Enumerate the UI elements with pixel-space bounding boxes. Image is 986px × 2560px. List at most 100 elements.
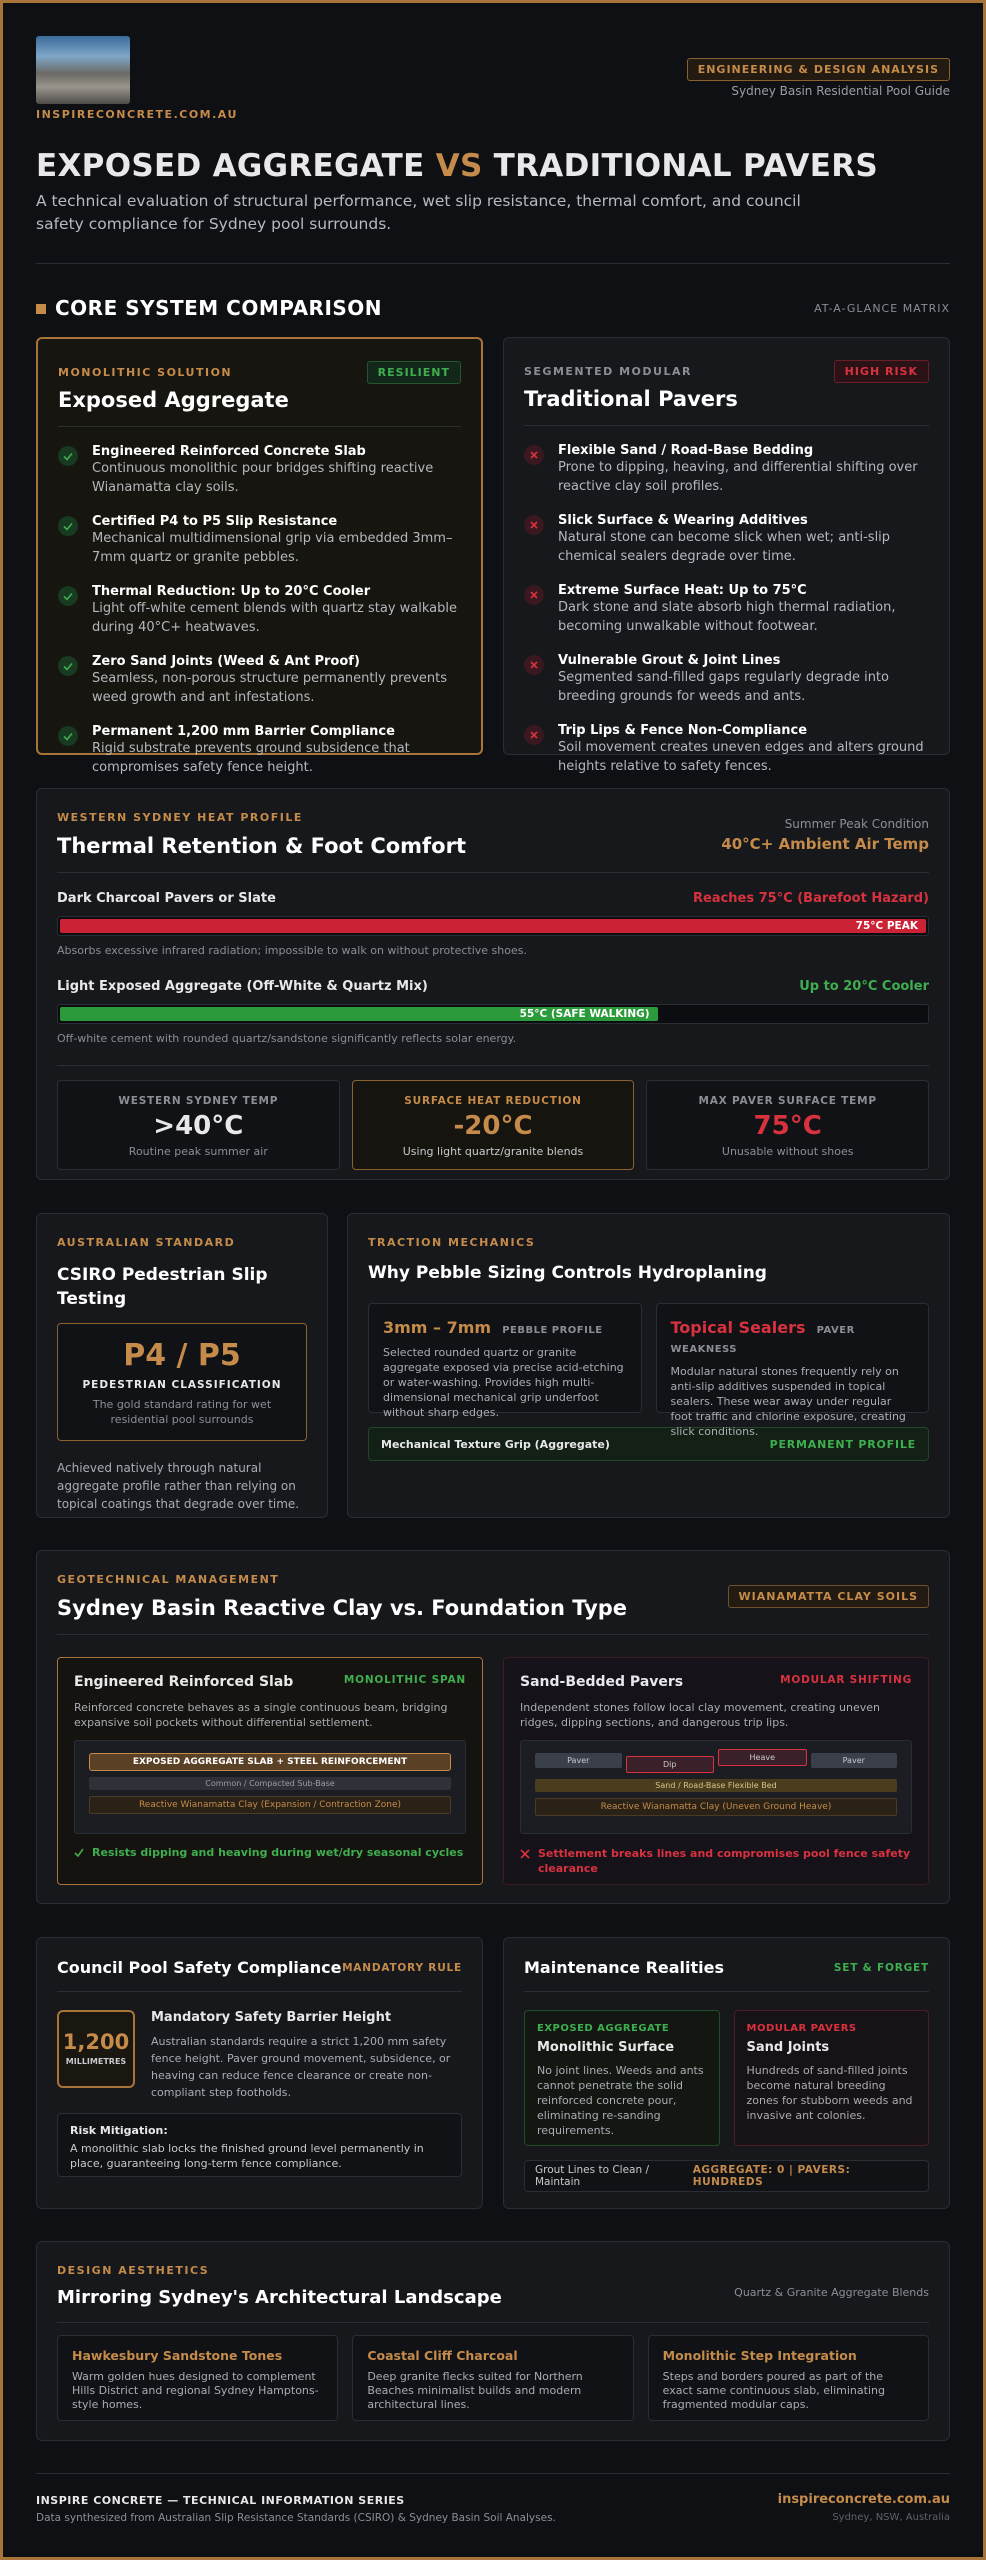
text: Common / Compacted Sub-Base bbox=[89, 1777, 451, 1790]
check-icon bbox=[58, 726, 78, 746]
text: Mandatory Safety Barrier Height bbox=[151, 2010, 392, 2025]
cross-icon bbox=[520, 1849, 530, 1859]
text: EXPOSED AGGREGATE SLAB + STEEL REINFORCE… bbox=[89, 1753, 451, 1771]
text: No joint lines. Weeds and ants cannot pe… bbox=[537, 2064, 704, 2137]
bar-track: 55°C (SAFE WALKING) bbox=[57, 1004, 929, 1024]
text: P4 / P5 bbox=[123, 1338, 241, 1373]
it-text: Natural stone can become slick when wet;… bbox=[558, 530, 891, 564]
text: WESTERN SYDNEY TEMP bbox=[118, 1095, 279, 1107]
box: Engineered Reinforced Slab MONOLITHIC SPA… bbox=[74, 1674, 466, 1690]
text: Hundreds of sand-filled joints become na… bbox=[746, 2064, 913, 2122]
text: Modular natural stones frequently rely o… bbox=[670, 1365, 906, 1438]
text: Risk Mitigation: bbox=[70, 2124, 168, 2137]
text: SURFACE HEAT REDUCTION bbox=[404, 1095, 582, 1107]
box: Hawkesbury Sandstone Tones Warm golden h… bbox=[57, 2335, 929, 2421]
title-part: EXPOSED AGGREGATE bbox=[36, 148, 425, 184]
text: Absorbs excessive infrared radiation; im… bbox=[57, 944, 527, 957]
info-box: Topical Sealers PAVER WEAKNESS Modular n… bbox=[655, 1303, 929, 1438]
text: 3mm – 7mm bbox=[383, 1318, 492, 1337]
maint-bar: Grout Lines to Clean / Maintain AGGREGATE… bbox=[524, 2160, 929, 2192]
text: 75°C bbox=[753, 1111, 822, 1141]
text: Routine peak summer air bbox=[128, 1145, 268, 1158]
design-card: DESIGN AESTHETICS Mirroring Sydney's Arc… bbox=[36, 2241, 950, 2441]
box: Topical Sealers PAVER WEAKNESS bbox=[671, 1318, 915, 1356]
footer-location: Sydney, NSW, Australia bbox=[832, 2512, 950, 2523]
box: Resists dipping and heaving during wet/d… bbox=[74, 1846, 466, 1859]
hero-subtitle: A technical evaluation of structural per… bbox=[36, 192, 801, 233]
box: EXPOSED AGGREGATE Monolithic Surface No … bbox=[524, 2010, 929, 2146]
bar-fill: 75°C PEAK bbox=[60, 919, 926, 933]
text: Monolithic Surface bbox=[537, 2040, 675, 2055]
box bbox=[57, 1634, 929, 1635]
it-text: Seamless, non-porous structure permanent… bbox=[92, 671, 448, 705]
section-marker bbox=[36, 304, 46, 314]
it-title: Slick Surface & Wearing Additives bbox=[558, 513, 808, 528]
box bbox=[57, 1991, 462, 1992]
it-title: Flexible Sand / Road-Base Bedding bbox=[558, 443, 814, 458]
list-item: Zero Sand Joints (Weed & Ant Proof) Seaml… bbox=[58, 654, 461, 707]
it-title: Certified P4 to P5 Slip Resistance bbox=[92, 514, 338, 529]
box bbox=[524, 1991, 929, 1992]
list-item: Certified P4 to P5 Slip Resistance Mechan… bbox=[58, 514, 461, 567]
it-text: Dark stone and slate absorb high thermal… bbox=[558, 600, 896, 634]
text: Off-white cement with rounded quartz/san… bbox=[57, 1032, 517, 1045]
number-box: 1,200 MILLIMETRES bbox=[57, 2010, 135, 2088]
box bbox=[36, 263, 950, 264]
box bbox=[58, 426, 461, 427]
text: Selected rounded quartz or granite aggre… bbox=[383, 1346, 624, 1419]
text: Independent stones follow local clay mov… bbox=[520, 1701, 880, 1729]
logo-text: INSPIRECONCRETE.COM.AU bbox=[36, 108, 238, 121]
list-item: Thermal Reduction: Up to 20°C Cooler Ligh… bbox=[58, 584, 461, 637]
box: Permanent 1,200 mm Barrier Compliance Rig… bbox=[92, 724, 461, 777]
council-card: Council Pool Safety Compliance MANDATORY … bbox=[36, 1937, 483, 2209]
text: MAX PAVER SURFACE TEMP bbox=[698, 1095, 877, 1107]
list-item: Trip Lips & Fence Non-Compliance Soil mov… bbox=[524, 723, 929, 776]
text: Coastal Cliff Charcoal bbox=[367, 2348, 518, 2363]
text: Sand Joints bbox=[746, 2040, 830, 2055]
list-item: Flexible Sand / Road-Base Bedding Prone t… bbox=[524, 443, 929, 496]
text: Mirroring Sydney's Architectural Landsca… bbox=[57, 2287, 502, 2308]
text: MONOLITHIC SOLUTION bbox=[58, 366, 233, 379]
text: MODULAR PAVERS bbox=[746, 2023, 857, 2034]
text: 40°C+ Ambient Air Temp bbox=[721, 835, 929, 853]
box: WESTERN SYDNEY TEMP >40°C Routine peak s… bbox=[57, 1080, 930, 1170]
design-item: Monolithic Step Integration Steps and bo… bbox=[647, 2335, 929, 2421]
box: Council Pool Safety Compliance MANDATORY … bbox=[57, 1958, 462, 1977]
title-part: TRADITIONAL PAVERS bbox=[493, 148, 878, 184]
box: Mandatory Safety Barrier Height Australi… bbox=[151, 2010, 462, 2101]
text: Warm golden hues designed to complement … bbox=[72, 2370, 319, 2411]
text: Mechanical Texture Grip (Aggregate) bbox=[381, 1437, 610, 1451]
text: Summer Peak Condition bbox=[784, 817, 929, 831]
box: Settlement breaks lines and compromises … bbox=[520, 1846, 912, 1876]
card-title: Exposed Aggregate bbox=[58, 388, 289, 412]
section-heading: CORE SYSTEM COMPARISON bbox=[55, 296, 383, 320]
it-text: Light off-white cement blends with quart… bbox=[92, 601, 457, 635]
it-title: Permanent 1,200 mm Barrier Compliance bbox=[92, 724, 395, 739]
text: Unusable without shoes bbox=[721, 1145, 854, 1158]
text: Sydney Basin Reactive Clay vs. Foundatio… bbox=[57, 1596, 628, 1620]
it-title: Thermal Reduction: Up to 20°C Cooler bbox=[92, 584, 371, 599]
box: Maintenance Realities SET & FORGET bbox=[524, 1958, 929, 1977]
text: Reinforced concrete behaves as a single … bbox=[74, 1701, 448, 1729]
box: MONOLITHIC SOLUTION RESILIENT bbox=[58, 361, 461, 384]
box: Sand-Bedded Pavers MODULAR SHIFTING Indep… bbox=[503, 1657, 929, 1885]
box: MAX PAVER SURFACE TEMP 75°C Unusable wit… bbox=[646, 1080, 930, 1170]
box: EXPOSED AGGREGATE SLAB + STEEL REINFORCE… bbox=[74, 1740, 466, 1834]
mini-box: EXPOSED AGGREGATE Monolithic Surface No … bbox=[524, 2010, 720, 2146]
cross-icon bbox=[524, 585, 544, 605]
text: SEGMENTED MODULAR bbox=[524, 365, 692, 378]
comparison-card: SEGMENTED MODULAR HIGH RISK Traditional … bbox=[503, 337, 950, 774]
rating-box: P4 / P5 PEDESTRIAN CLASSIFICATION The go… bbox=[57, 1323, 307, 1441]
text: AUSTRALIAN STANDARD bbox=[57, 1236, 236, 1249]
grip-bar: Mechanical Texture Grip (Aggregate) PERMA… bbox=[368, 1427, 929, 1461]
list-item: Slick Surface & Wearing Additives Natural… bbox=[524, 513, 929, 566]
text: SET & FORGET bbox=[833, 1961, 929, 1974]
text: Engineered Reinforced Slab bbox=[74, 1674, 294, 1690]
section-tag: AT-A-GLANCE MATRIX bbox=[814, 302, 950, 315]
it-text: Rigid substrate prevents ground subsiden… bbox=[92, 741, 410, 775]
text: MONOLITHIC SPAN bbox=[343, 1674, 466, 1686]
hero-title: EXPOSED AGGREGATE VS TRADITIONAL PAVERS bbox=[36, 148, 878, 184]
box: SURFACE HEAT REDUCTION -20°C Using light… bbox=[351, 1080, 635, 1170]
box: 3mm – 7mm PEBBLE PROFILE bbox=[383, 1318, 627, 1337]
text: Light Exposed Aggregate (Off-White & Qua… bbox=[57, 979, 428, 994]
